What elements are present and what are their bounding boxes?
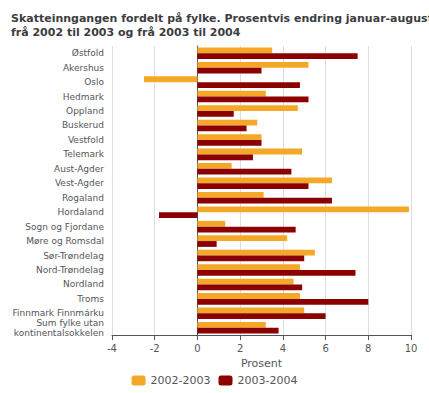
svg-text:Møre og Romsdal: Møre og Romsdal bbox=[26, 236, 104, 246]
svg-text:kontinentalsokkelen: kontinentalsokkelen bbox=[14, 328, 104, 338]
svg-text:Vest-Agder: Vest-Agder bbox=[55, 178, 104, 188]
svg-text:Skatteinngangen fordelt på fyl: Skatteinngangen fordelt på fylke. Prosen… bbox=[11, 12, 429, 25]
svg-text:Prosent: Prosent bbox=[241, 357, 283, 370]
svg-text:Finnmark Finnmárku: Finnmark Finnmárku bbox=[12, 308, 104, 319]
svg-text:Telemark: Telemark bbox=[62, 149, 105, 159]
svg-text:4: 4 bbox=[280, 343, 286, 354]
svg-text:-4: -4 bbox=[107, 343, 117, 354]
svg-text:10: 10 bbox=[405, 343, 418, 354]
svg-text:Aust-Agder: Aust-Agder bbox=[54, 164, 104, 174]
svg-text:2002-2003: 2002-2003 bbox=[151, 374, 211, 387]
svg-text:Nord-Trøndelag: Nord-Trøndelag bbox=[36, 265, 104, 275]
svg-text:Hordaland: Hordaland bbox=[58, 207, 104, 217]
svg-text:Sum fylke utan: Sum fylke utan bbox=[36, 318, 104, 328]
svg-text:2: 2 bbox=[237, 343, 243, 354]
svg-text:Buskerud: Buskerud bbox=[62, 120, 104, 130]
svg-text:Akershus: Akershus bbox=[63, 63, 104, 73]
svg-text:Vestfold: Vestfold bbox=[68, 135, 104, 145]
svg-text:Hedmark: Hedmark bbox=[63, 92, 105, 102]
svg-text:Sør-Trøndelag: Sør-Trøndelag bbox=[43, 251, 104, 261]
svg-text:0: 0 bbox=[194, 343, 200, 354]
svg-text:Oppland: Oppland bbox=[66, 106, 104, 116]
svg-text:Oslo: Oslo bbox=[84, 77, 104, 87]
svg-text:-2: -2 bbox=[150, 343, 160, 354]
svg-text:Troms: Troms bbox=[76, 294, 104, 304]
svg-text:Sogn og Fjordane: Sogn og Fjordane bbox=[25, 222, 104, 232]
svg-text:2003-2004: 2003-2004 bbox=[238, 374, 298, 387]
svg-text:6: 6 bbox=[322, 343, 328, 354]
svg-text:Nordland: Nordland bbox=[63, 279, 104, 289]
svg-text:8: 8 bbox=[365, 343, 371, 354]
svg-text:Østfold: Østfold bbox=[72, 48, 104, 58]
svg-text:Rogaland: Rogaland bbox=[62, 193, 104, 203]
svg-text:frå 2002 til 2003 og frå 2003: frå 2002 til 2003 og frå 2003 til 2004 bbox=[11, 26, 241, 39]
